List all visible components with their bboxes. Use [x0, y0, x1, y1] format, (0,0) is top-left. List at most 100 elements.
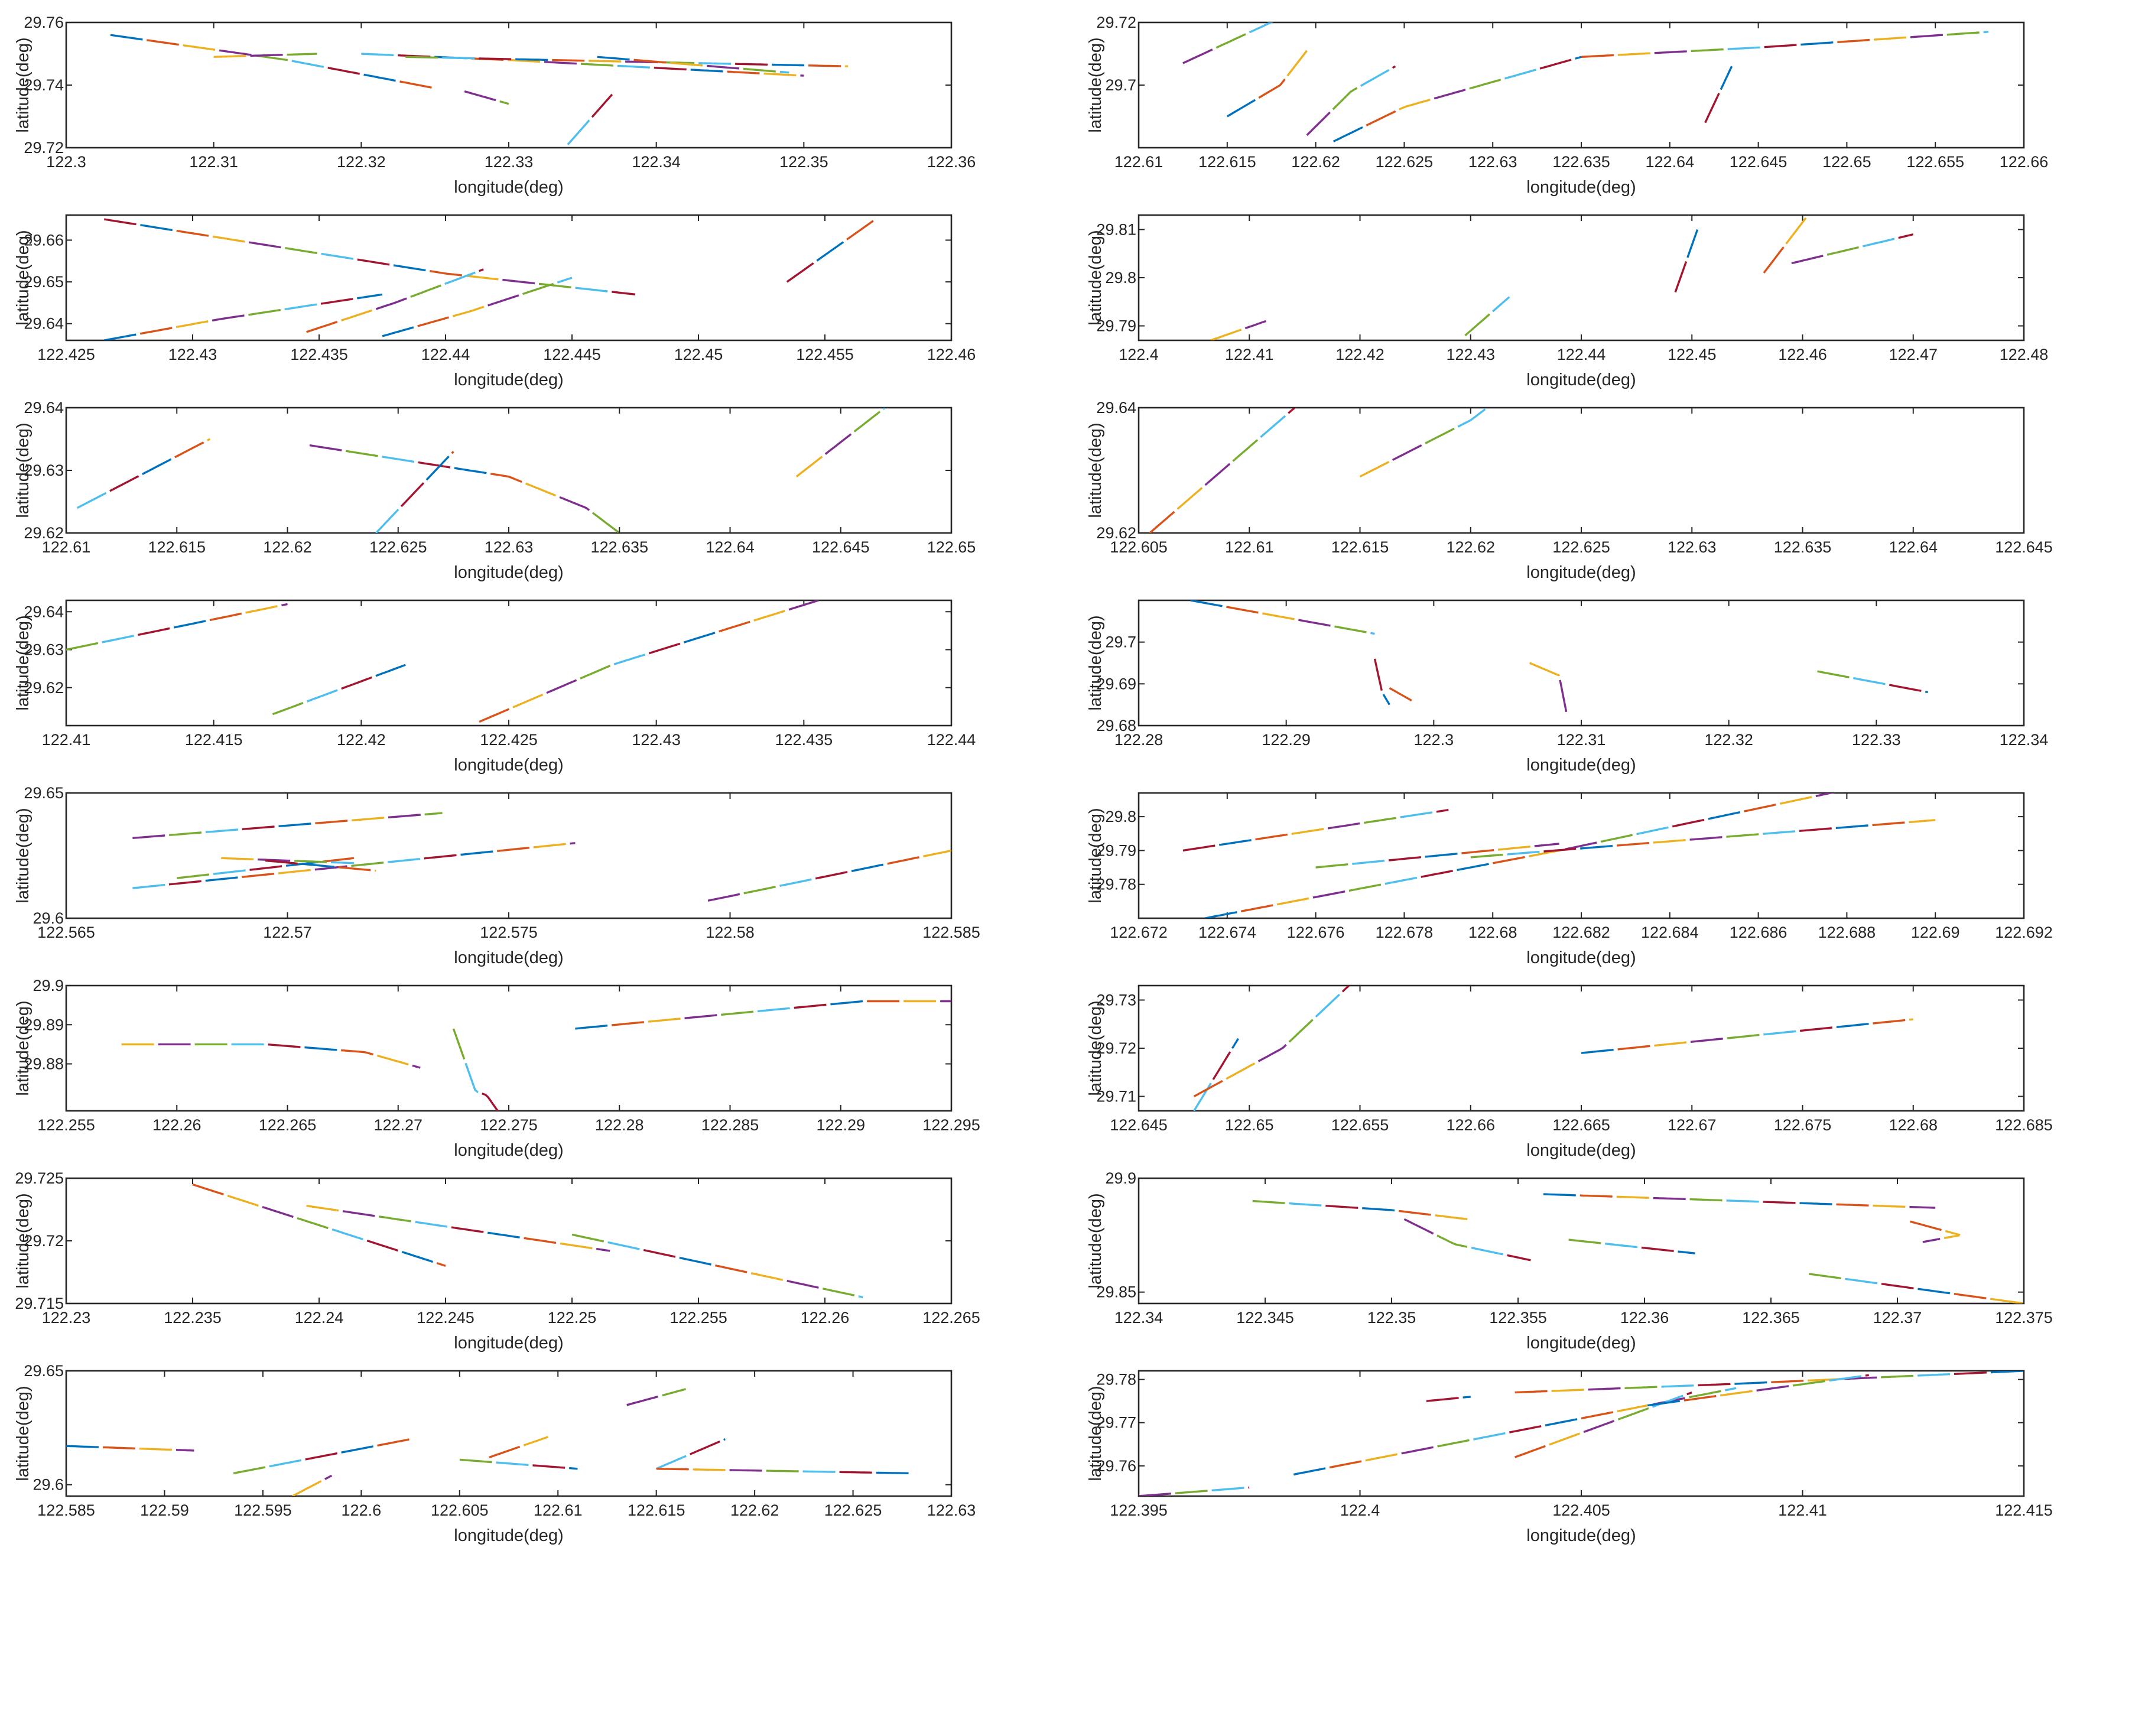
- trajectory-2-dash: [1359, 461, 1390, 478]
- trajectory-3-dash: [1352, 860, 1385, 865]
- trajectory-3-dash: [690, 69, 723, 73]
- trajectory-3-dash: [1873, 1019, 1906, 1025]
- trajectory-4-dash: [1785, 217, 1807, 245]
- trajectory-2-dash: [314, 865, 347, 871]
- x-axis-label: longitude(deg): [1526, 1141, 1636, 1160]
- trajectory-4-dash: [294, 860, 327, 863]
- trajectory-2-dash: [1689, 1390, 1721, 1399]
- trajectory-2-dash: [320, 298, 353, 305]
- x-tick-label: 122.255: [37, 1116, 95, 1134]
- trajectory-5-dash: [1873, 36, 1906, 41]
- trajectory-3-dash: [648, 642, 681, 655]
- trajectory-2-dash: [497, 847, 530, 852]
- trajectory-1-dash: [183, 44, 216, 51]
- trajectory-4-dash: [1580, 844, 1613, 850]
- trajectory-1-dash: [1289, 1202, 1322, 1207]
- x-tick-label: 122.275: [480, 1116, 538, 1134]
- x-tick-label: 122.655: [1906, 153, 1964, 171]
- plot-frame: [1138, 984, 2025, 1112]
- trajectory-5-dash: [1909, 1220, 1942, 1231]
- trajectory-3-dash: [1909, 1018, 1913, 1021]
- trajectory-3-dash: [375, 297, 407, 310]
- trajectory-2-dash: [1373, 658, 1383, 691]
- trajectory-2-dash: [418, 461, 451, 469]
- trajectory-5-dash: [1944, 1230, 1961, 1240]
- trajectory-1-dash: [248, 241, 281, 249]
- plot-svg: 122.645 122.65 122.655 122.66 122.665 122.67 1…: [1086, 984, 2053, 1160]
- trajectory-4-dash: [1661, 1384, 1694, 1388]
- trajectory-2-dash: [382, 456, 414, 463]
- x-tick-label: 122.688: [1818, 924, 1876, 941]
- trajectory-1-dash: [1435, 1214, 1468, 1221]
- x-tick-label: 122.48: [2000, 346, 2049, 363]
- x-tick-label: 122.3: [46, 153, 86, 171]
- trajectory-5-dash: [1617, 52, 1650, 56]
- x-tick-label: 122.34: [632, 153, 681, 171]
- y-axis-label: latitude(deg): [14, 230, 32, 325]
- trajectory-3-dash: [822, 1288, 855, 1297]
- x-tick-label: 122.585: [37, 1501, 95, 1519]
- x-tick-label: 122.625: [1376, 153, 1434, 171]
- trajectory-7-dash: [779, 70, 789, 74]
- trajectory-4-dash: [1763, 246, 1785, 274]
- trajectory-1-dash: [304, 1046, 337, 1051]
- trajectory-1-dash: [1231, 1038, 1239, 1049]
- x-tick-label: 122.28: [595, 1116, 644, 1134]
- trajectory-3-dash: [1909, 1205, 1936, 1209]
- trajectory-2-dash: [345, 450, 378, 457]
- trajectory-3-dash: [1580, 1194, 1613, 1198]
- plot-svg: 122.585 122.59 122.595 122.6 122.605 122.61 12…: [14, 1362, 976, 1545]
- trajectory-2-dash: [1193, 1080, 1223, 1098]
- trajectory-1-dash: [1255, 833, 1288, 841]
- trajectory-2-dash: [1329, 1460, 1362, 1469]
- trajectory-6-dash: [1704, 92, 1720, 123]
- trajectory-2-dash: [1636, 826, 1669, 836]
- trajectory-3-dash: [1726, 1199, 1759, 1203]
- y-tick-label: 29.65: [24, 784, 64, 802]
- y-tick-label: 29.8: [1105, 808, 1136, 825]
- x-tick-label: 122.686: [1730, 924, 1788, 941]
- trajectory-5-dash: [1925, 690, 1929, 694]
- trajectory-3-dash: [1873, 1204, 1906, 1208]
- trajectory-6-dash: [1845, 1277, 1878, 1285]
- trajectory-4-dash: [1689, 836, 1722, 841]
- trajectory-5-dash: [523, 1436, 549, 1446]
- trajectory-1-dash: [278, 823, 311, 827]
- trajectory-2-dash: [452, 1028, 466, 1060]
- y-tick-label: 29.76: [24, 14, 64, 31]
- trajectory-5-dash: [816, 241, 844, 262]
- trajectory-3-dash: [292, 1480, 322, 1496]
- x-tick-label: 122.375: [1995, 1309, 2053, 1327]
- trajectory-4-dash: [522, 282, 554, 295]
- trajectory-1-dash: [174, 441, 204, 459]
- x-tick-label: 122.682: [1552, 924, 1610, 941]
- trajectory-1-dash: [227, 1194, 259, 1207]
- trajectory-5-dash: [1581, 54, 1614, 58]
- x-tick-label: 122.65: [1822, 153, 1871, 171]
- trajectory-3-dash: [508, 58, 540, 63]
- trajectory-3-dash: [375, 508, 399, 533]
- trajectory-2-dash: [1288, 1019, 1314, 1043]
- trajectory-4-dash: [1698, 1383, 1731, 1387]
- trajectory-5-dash: [846, 220, 874, 240]
- trajectory-2-dash: [375, 664, 406, 677]
- trajectory-1-dash: [315, 820, 348, 824]
- trajectory-4-dash: [1771, 1380, 1804, 1383]
- x-tick-label: 122.42: [337, 731, 386, 749]
- trajectory-1-dash: [297, 1217, 329, 1230]
- y-tick-label: 29.78: [1096, 876, 1136, 893]
- y-axis-label: latitude(deg): [14, 615, 32, 710]
- x-tick-label: 122.63: [1668, 538, 1717, 556]
- trajectory-panel-14: 122.34 122.345 122.35 122.355 122.36 122.365 1…: [1072, 1156, 2145, 1353]
- trajectory-1-dash: [388, 814, 421, 818]
- trajectory-8-dash: [876, 1471, 909, 1475]
- trajectory-3-dash: [1388, 856, 1421, 862]
- x-tick-label: 122.605: [1110, 538, 1168, 556]
- trajectory-panel-4: 122.4 122.41 122.42 122.43 122.44 122.45 122.4…: [1072, 193, 2145, 389]
- trajectory-3-dash: [177, 873, 210, 879]
- trajectory-2-dash: [351, 862, 384, 867]
- x-tick-label: 122.425: [480, 731, 538, 749]
- trajectory-5-dash: [786, 262, 814, 283]
- trajectory-2-dash: [1488, 387, 1514, 407]
